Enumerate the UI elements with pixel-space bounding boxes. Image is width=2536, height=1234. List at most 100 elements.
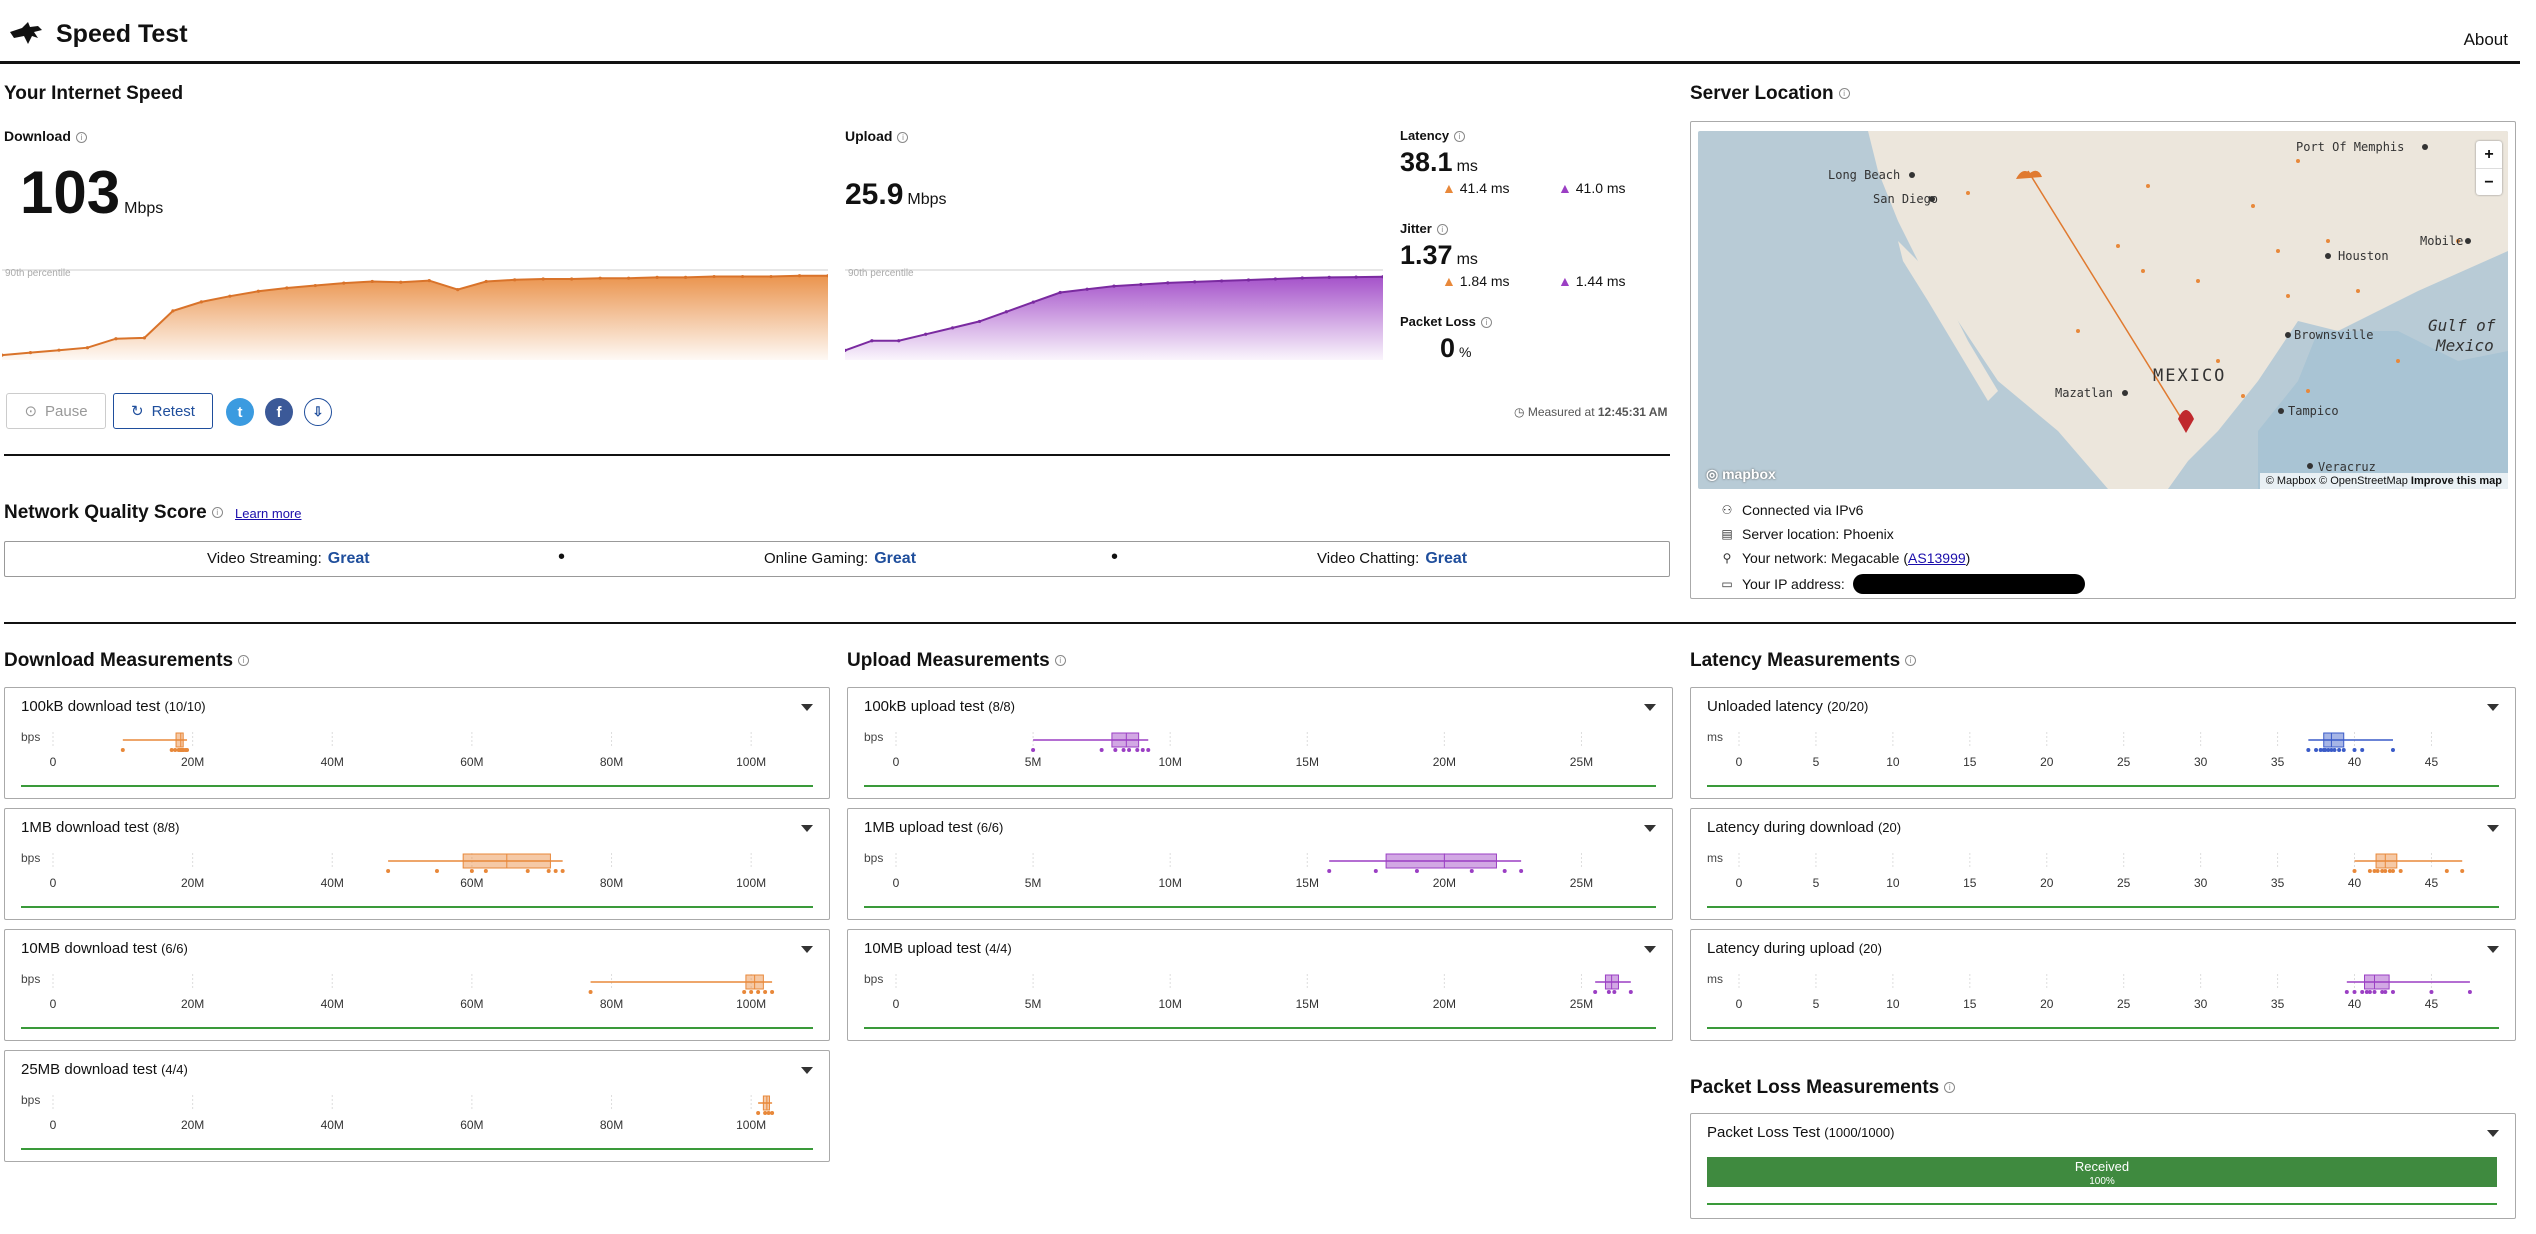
completion-line bbox=[1707, 1027, 2499, 1029]
tick-label: 45 bbox=[2425, 997, 2439, 1011]
data-point bbox=[553, 869, 558, 873]
twitter-share-icon[interactable]: t bbox=[226, 398, 254, 426]
loss-title: Packet Loss Test bbox=[1707, 1124, 1821, 1141]
iqr-box[interactable] bbox=[1111, 732, 1140, 748]
latency-value: 38.1 ms bbox=[1400, 147, 1478, 178]
pause-button[interactable]: ⊙ Pause bbox=[6, 393, 106, 429]
as-number-link[interactable]: AS13999 bbox=[1908, 550, 1966, 566]
measurement-card[interactable]: 0 5 10 15 20 25 30 35 40 45 Latency during downloa… bbox=[1690, 808, 2516, 920]
data-point bbox=[2380, 990, 2385, 994]
location-text: Server location: Phoenix bbox=[1742, 526, 1894, 542]
map-label-veracruz: Veracruz bbox=[2318, 460, 2376, 474]
jitter-down: ▲ 1.84 ms bbox=[1442, 273, 1510, 289]
data-point bbox=[1058, 290, 1062, 295]
zoom-in-button[interactable]: + bbox=[2484, 146, 2494, 163]
tick-label: 5M bbox=[1025, 997, 1042, 1011]
nq-label: Video Streaming: bbox=[207, 550, 322, 567]
data-point bbox=[1612, 990, 1617, 994]
iqr-box[interactable] bbox=[175, 732, 184, 748]
info-icon[interactable]: i bbox=[1454, 131, 1466, 143]
info-icon[interactable]: i bbox=[1054, 655, 1066, 667]
chevron-down-icon[interactable] bbox=[801, 704, 813, 711]
chevron-down-icon[interactable] bbox=[1644, 825, 1656, 832]
attribution-text[interactable]: © Mapbox © OpenStreetMap bbox=[2265, 475, 2408, 487]
measurement-card[interactable]: 0 20M 40M 60M 80M 100M 1MB download test (8/8)… bbox=[4, 808, 830, 920]
info-icon[interactable]: i bbox=[1838, 88, 1850, 100]
info-icon[interactable]: i bbox=[1436, 224, 1448, 236]
measurement-card[interactable]: 0 5M 10M 15M 20M 25M 1MB upload test (6/6) bps bbox=[847, 808, 1673, 920]
box-plot: 0 20M 40M 60M 80M 100M bbox=[50, 1095, 775, 1132]
measurement-card[interactable]: 0 5M 10M 15M 20M 25M 100kB upload test (8/8) bp… bbox=[847, 687, 1673, 799]
chevron-down-icon[interactable] bbox=[801, 825, 813, 832]
box-plot: 0 5M 10M 15M 20M 25M bbox=[893, 732, 1593, 769]
chevron-down-icon[interactable] bbox=[801, 1067, 813, 1074]
measured-at: ◷ Measured at 12:45:31 AM bbox=[1514, 405, 1667, 419]
data-point bbox=[2372, 869, 2377, 873]
info-icon[interactable]: i bbox=[1480, 317, 1492, 329]
measurement-card[interactable]: 0 20M 40M 60M 80M 100M 10MB download test (6/6… bbox=[4, 929, 830, 1041]
chevron-down-icon[interactable] bbox=[2487, 946, 2499, 953]
data-point bbox=[484, 279, 488, 284]
measurement-card[interactable]: 0 20M 40M 60M 80M 100M 25MB download test (4/4… bbox=[4, 1050, 830, 1162]
separator-dot: • bbox=[558, 546, 566, 568]
upload-arrow-icon: ▲ bbox=[1558, 273, 1572, 289]
iqr-box[interactable] bbox=[2323, 732, 2345, 748]
zoom-out-button[interactable]: − bbox=[2476, 168, 2502, 195]
info-icon[interactable]: i bbox=[238, 655, 250, 667]
chevron-down-icon[interactable] bbox=[2487, 825, 2499, 832]
iqr-box[interactable] bbox=[1385, 853, 1497, 869]
axis-unit: bps bbox=[864, 851, 884, 865]
chevron-down-icon[interactable] bbox=[2487, 704, 2499, 711]
data-point bbox=[763, 1111, 768, 1115]
data-point bbox=[742, 990, 747, 994]
retest-button[interactable]: ↻ Retest bbox=[113, 393, 213, 429]
data-point bbox=[826, 274, 828, 278]
measurement-card[interactable]: 0 5M 10M 15M 20M 25M 10MB upload test (4/4) bps bbox=[847, 929, 1673, 1041]
measurement-card[interactable]: 0 20M 40M 60M 80M 100M 100kB download test (10… bbox=[4, 687, 830, 799]
data-point bbox=[427, 279, 431, 283]
chevron-down-icon[interactable] bbox=[801, 946, 813, 953]
data-point bbox=[2367, 869, 2372, 873]
info-icon[interactable]: i bbox=[1944, 1082, 1956, 1094]
info-icon[interactable]: i bbox=[75, 131, 87, 143]
measured-time: 12:45:31 AM bbox=[1597, 405, 1668, 419]
completion-line bbox=[1707, 906, 2499, 908]
download-results-icon[interactable]: ⇩ bbox=[304, 398, 332, 426]
mapbox-logo[interactable]: ◎ mapbox bbox=[1706, 466, 1776, 483]
chevron-down-icon[interactable] bbox=[1644, 946, 1656, 953]
measurement-card[interactable]: 0 5 10 15 20 25 30 35 40 45 Latency during upload … bbox=[1690, 929, 2516, 1041]
tick-label: 25M bbox=[1570, 997, 1593, 1011]
about-link[interactable]: About bbox=[2463, 30, 2508, 49]
latency-number: 38.1 bbox=[1400, 147, 1453, 177]
tick-label: 20 bbox=[2040, 876, 2054, 890]
data-point bbox=[560, 869, 565, 873]
learn-more-link[interactable]: Learn more bbox=[235, 506, 302, 521]
map-label-brownsville: Brownsville bbox=[2294, 328, 2373, 342]
chevron-down-icon[interactable] bbox=[2487, 1130, 2499, 1137]
server-map[interactable]: Long Beach San Diego Port Of Memphis Mob… bbox=[1698, 131, 2508, 489]
improve-map-link[interactable]: Improve this map bbox=[2410, 475, 2502, 487]
tick-label: 20 bbox=[2040, 997, 2054, 1011]
tick-label: 30 bbox=[2194, 755, 2208, 769]
data-point bbox=[2387, 869, 2392, 873]
tick-label: 15 bbox=[1963, 997, 1977, 1011]
tick-label: 100M bbox=[736, 876, 766, 890]
card-count: (6/6) bbox=[976, 820, 1004, 835]
box-plot: 0 5M 10M 15M 20M 25M bbox=[893, 853, 1593, 890]
info-icon[interactable]: i bbox=[211, 507, 223, 519]
facebook-share-icon[interactable]: f bbox=[265, 398, 293, 426]
info-icon[interactable]: i bbox=[1905, 655, 1917, 667]
iqr-box[interactable] bbox=[2364, 974, 2390, 990]
loss-meas-heading: Packet Loss Measurements i bbox=[1690, 1077, 1956, 1099]
iqr-box[interactable] bbox=[2375, 853, 2398, 869]
info-icon[interactable]: i bbox=[897, 131, 909, 143]
box-plot: 0 5M 10M 15M 20M 25M bbox=[893, 974, 1633, 1011]
measurement-card[interactable]: 0 5 10 15 20 25 30 35 40 45 Unloaded latency (20/2… bbox=[1690, 687, 2516, 799]
axis-unit: bps bbox=[864, 730, 884, 744]
axis-unit: bps bbox=[21, 972, 41, 986]
card-count: (6/6) bbox=[161, 941, 188, 956]
axis-unit: bps bbox=[864, 972, 884, 986]
data-point bbox=[525, 869, 530, 873]
chevron-down-icon[interactable] bbox=[1644, 704, 1656, 711]
data-point bbox=[256, 289, 260, 293]
